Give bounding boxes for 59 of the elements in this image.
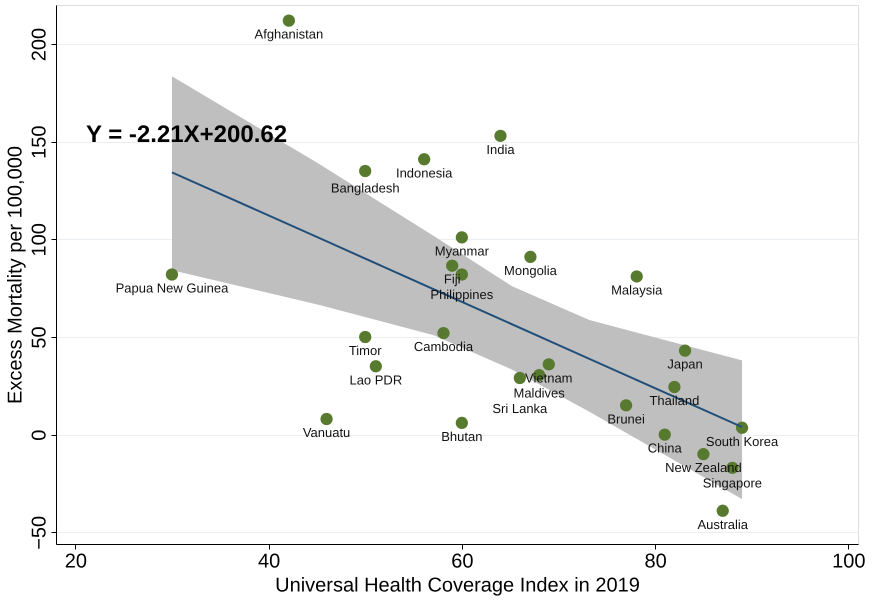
y-axis-title: Excess Mortality per 100,000: [4, 146, 26, 404]
annotation: Timor: [348, 342, 382, 358]
annotation: Bangladesh: [330, 180, 400, 196]
point: [494, 130, 507, 142]
point: [668, 380, 681, 394]
annotation: Sri Lanka: [492, 400, 548, 416]
point: [697, 448, 710, 460]
x-tick-label: 100: [832, 550, 866, 572]
point: [678, 344, 692, 357]
x-axis-title: Universal Health Coverage Index in 2019: [275, 574, 640, 596]
y-tick-label: −50: [28, 516, 50, 550]
point: [359, 164, 372, 178]
x-tick-label: 60: [451, 550, 474, 572]
annotation: Cambodia: [414, 339, 474, 354]
y-tick-label: 200: [28, 28, 50, 62]
annotation: Malaysia: [611, 282, 664, 298]
annotation: Afghanistan: [254, 26, 324, 42]
annotation: Papua New Guinea: [116, 280, 230, 296]
point: [359, 330, 372, 344]
annotation: India: [486, 142, 516, 157]
point: [514, 372, 526, 384]
point: [716, 504, 729, 517]
point: [736, 422, 748, 434]
point: [456, 231, 468, 244]
annotation: Fiji: [444, 272, 461, 287]
annotation: Australia: [697, 516, 749, 532]
annotation: China: [648, 440, 682, 456]
annotation: Maldives: [513, 386, 566, 401]
point: [630, 270, 643, 283]
y-tick-label: 150: [28, 126, 50, 159]
annotation: Y = -2.21X+200.62: [86, 121, 288, 148]
annotation: Brunei: [607, 411, 645, 426]
annotation: Indonesia: [396, 165, 454, 180]
x-tick-label: 20: [64, 550, 87, 572]
annotation: Vanuatu: [302, 425, 350, 440]
y-tick-label: 100: [28, 223, 50, 257]
y-tick-label: 0: [28, 430, 50, 441]
point: [524, 250, 537, 264]
point: [620, 399, 632, 412]
x-tick-label: 40: [258, 550, 280, 572]
point: [658, 428, 671, 441]
point: [542, 358, 555, 370]
point: [282, 14, 295, 27]
point: [446, 260, 458, 272]
point: [370, 360, 382, 372]
annotation: Mongolia: [504, 262, 558, 278]
point: [437, 326, 450, 340]
annotation: South Korea: [706, 434, 779, 449]
annotation: Myanmar: [434, 243, 490, 258]
point: [320, 412, 333, 426]
annotation: Singapore: [702, 476, 762, 491]
point: [418, 153, 430, 166]
point: [456, 416, 468, 430]
annotation: Bhutan: [441, 428, 482, 444]
annotation: Japan: [667, 356, 703, 372]
y-tick-label: 50: [28, 326, 50, 349]
annotation: Lao PDR: [349, 372, 402, 388]
x-tick-label: 80: [644, 550, 667, 572]
point: [166, 268, 178, 281]
